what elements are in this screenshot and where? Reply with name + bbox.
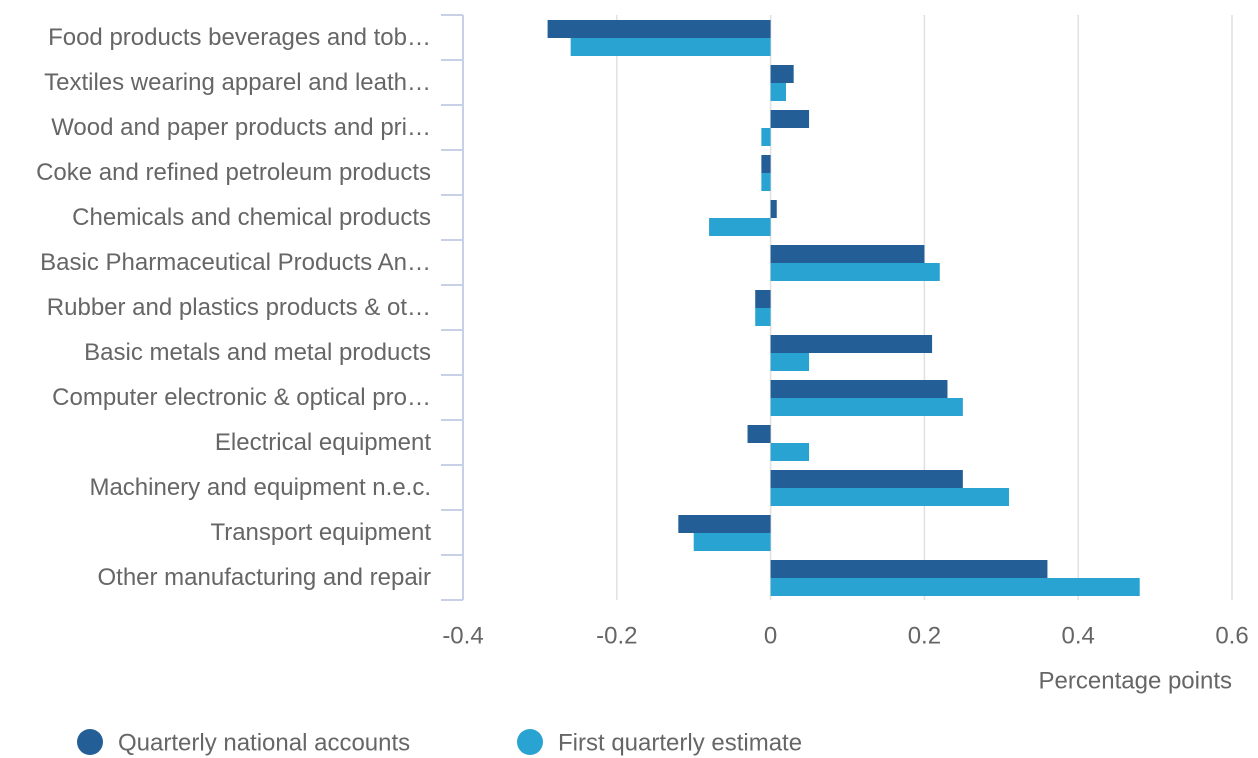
x-axis-title: Percentage points bbox=[1039, 667, 1232, 694]
y-tick-label: Basic metals and metal products bbox=[84, 338, 431, 366]
bar bbox=[770, 263, 940, 281]
x-tick-label: -0.4 bbox=[442, 622, 483, 649]
y-tick-label: Computer electronic & optical pro… bbox=[52, 383, 431, 411]
bar bbox=[761, 173, 771, 191]
x-tick-label: 0 bbox=[764, 622, 777, 649]
bar bbox=[770, 200, 777, 218]
y-tick-label: Textiles wearing apparel and leath… bbox=[44, 68, 431, 96]
bar bbox=[770, 380, 948, 398]
y-tick-label: Food products beverages and tob… bbox=[48, 23, 431, 51]
bar bbox=[770, 578, 1140, 596]
legend-marker bbox=[77, 729, 103, 755]
bar bbox=[770, 353, 810, 371]
bar bbox=[770, 245, 925, 263]
bar bbox=[547, 20, 771, 38]
y-tick-label: Machinery and equipment n.e.c. bbox=[89, 473, 431, 501]
bar bbox=[755, 290, 771, 308]
y-tick-label: Rubber and plastics products & ot… bbox=[46, 293, 431, 321]
bar bbox=[770, 470, 963, 488]
bar bbox=[693, 533, 771, 551]
x-tick-label: -0.2 bbox=[596, 622, 637, 649]
bar bbox=[770, 560, 1048, 578]
bar bbox=[770, 335, 933, 353]
bar bbox=[770, 83, 786, 101]
bar bbox=[761, 128, 771, 146]
bar bbox=[761, 155, 771, 173]
y-tick-label: Wood and paper products and pri… bbox=[51, 113, 431, 141]
y-tick-label: Coke and refined petroleum products bbox=[36, 158, 431, 186]
legend-marker bbox=[517, 729, 543, 755]
legend-label: Quarterly national accounts bbox=[118, 729, 410, 756]
legend-label: First quarterly estimate bbox=[558, 729, 802, 756]
x-tick-label: 0.4 bbox=[1062, 622, 1095, 649]
y-tick-label: Chemicals and chemical products bbox=[72, 203, 431, 231]
x-tick-label: 0.6 bbox=[1215, 622, 1248, 649]
bar bbox=[709, 218, 771, 236]
y-tick-label: Basic Pharmaceutical Products An… bbox=[40, 248, 431, 276]
bar bbox=[770, 65, 794, 83]
bar bbox=[747, 425, 771, 443]
bar bbox=[570, 38, 771, 56]
bar bbox=[770, 443, 810, 461]
x-tick-label: 0.2 bbox=[908, 622, 941, 649]
bar bbox=[770, 488, 1009, 506]
bar bbox=[755, 308, 771, 326]
y-tick-label: Transport equipment bbox=[210, 518, 431, 546]
bar bbox=[770, 110, 810, 128]
bar bbox=[678, 515, 771, 533]
bar bbox=[770, 398, 963, 416]
y-tick-label: Electrical equipment bbox=[214, 428, 431, 456]
y-tick-label: Other manufacturing and repair bbox=[97, 563, 431, 591]
